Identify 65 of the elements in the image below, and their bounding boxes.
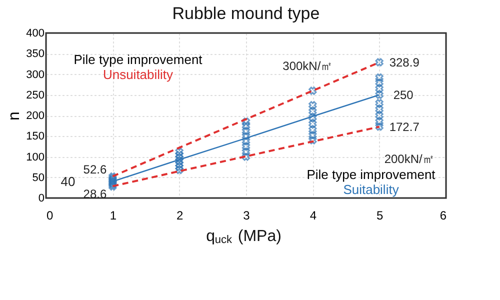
annotation: 300kN/㎡ — [282, 58, 333, 73]
point — [242, 132, 250, 140]
point — [242, 142, 250, 151]
point — [308, 126, 317, 134]
point — [308, 86, 317, 95]
point — [375, 78, 384, 87]
y-tick-label: 100 — [26, 151, 44, 164]
point — [308, 136, 317, 144]
point — [242, 118, 250, 126]
y-tick-label: 50 — [32, 172, 44, 184]
y-tick-label: 250 — [26, 89, 44, 102]
point — [375, 122, 384, 131]
annotation: Suitability — [343, 182, 400, 197]
point — [242, 137, 250, 146]
point — [108, 172, 117, 181]
point — [375, 111, 384, 120]
point — [308, 131, 317, 140]
point — [375, 73, 384, 82]
x-tick-label: 3 — [243, 208, 250, 222]
x-tick-label: 2 — [176, 208, 184, 222]
annotation: 250 — [393, 88, 414, 102]
point — [175, 154, 184, 162]
point — [375, 84, 384, 93]
point — [175, 151, 184, 160]
point — [175, 148, 184, 156]
annotation: 40 — [60, 174, 76, 189]
point — [375, 99, 384, 108]
annotation: Pile type improvement — [74, 52, 203, 67]
y-tick-label: 150 — [26, 130, 44, 143]
x-tick-label: 1 — [110, 208, 117, 222]
annotation: 328.9 — [389, 55, 420, 70]
annotation: Unsuitability — [102, 67, 174, 82]
y-tick-label: 200 — [26, 110, 44, 122]
point — [375, 58, 384, 66]
x-tick-label: 5 — [376, 208, 384, 222]
point — [375, 90, 384, 99]
annotation: 28.6 — [83, 187, 107, 202]
chart-title: Rubble mound type — [172, 4, 320, 23]
point — [375, 105, 384, 114]
y-tick-label: 400 — [26, 28, 44, 40]
x-tick-label: 0 — [46, 208, 54, 222]
annotation: 52.6 — [83, 162, 107, 176]
point — [242, 122, 250, 130]
point — [308, 107, 317, 116]
y-axis-title: n — [6, 112, 24, 120]
y-tick-label: 300 — [26, 68, 44, 81]
point — [308, 101, 317, 110]
point — [242, 127, 250, 136]
x-tick-label: 6 — [440, 208, 447, 222]
annotation: Pile type improvement — [306, 167, 436, 182]
point — [175, 162, 184, 172]
point — [175, 160, 184, 168]
point — [308, 120, 317, 128]
point — [308, 113, 317, 122]
point — [242, 152, 250, 161]
x-tick-label: 4 — [310, 208, 317, 222]
point — [108, 182, 117, 191]
point — [175, 166, 184, 174]
y-tick-label: 350 — [26, 48, 44, 60]
point — [375, 118, 384, 126]
y-tick-label: 0 — [38, 192, 44, 204]
annotation: 172.7 — [389, 120, 420, 134]
annotation: 200kN/㎡ — [384, 152, 434, 166]
point — [242, 148, 250, 156]
point — [175, 156, 184, 165]
